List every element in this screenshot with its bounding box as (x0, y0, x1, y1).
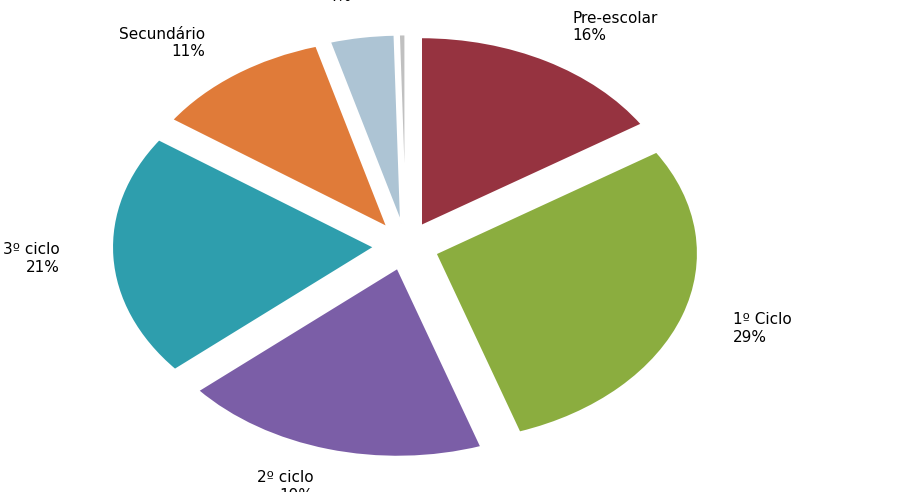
Text: Não se aplica
4%: Não se aplica 4% (249, 0, 352, 4)
Text: Secundário
11%: Secundário 11% (118, 27, 204, 59)
Wedge shape (330, 35, 401, 223)
Wedge shape (435, 152, 697, 432)
Text: Pre-escolar
16%: Pre-escolar 16% (571, 11, 657, 43)
Wedge shape (172, 46, 387, 227)
Wedge shape (421, 37, 641, 226)
Text: 1º Ciclo
29%: 1º Ciclo 29% (732, 312, 791, 345)
Wedge shape (398, 34, 405, 223)
Text: 3º ciclo
21%: 3º ciclo 21% (3, 242, 60, 275)
Wedge shape (112, 139, 374, 370)
Text: 2º ciclo
19%: 2º ciclo 19% (257, 470, 313, 492)
Wedge shape (198, 268, 481, 457)
